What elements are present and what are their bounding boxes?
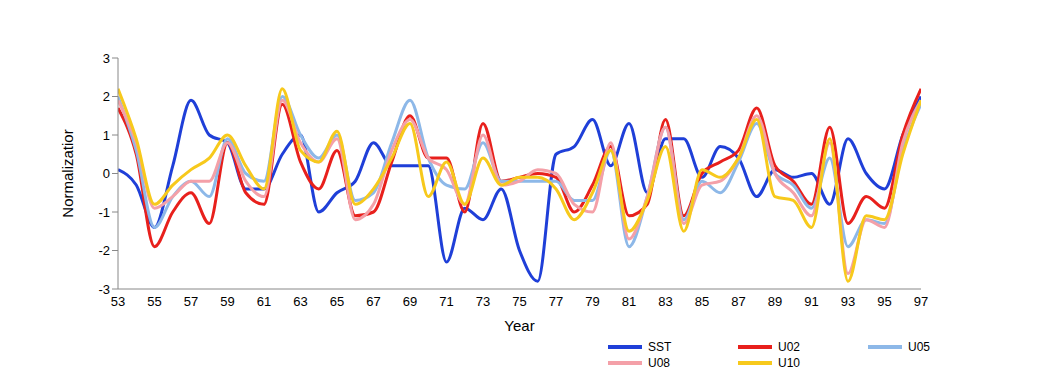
svg-text:61: 61: [257, 294, 271, 309]
svg-text:-1: -1: [98, 205, 110, 220]
svg-text:-3: -3: [98, 282, 110, 297]
svg-text:97: 97: [914, 294, 928, 309]
svg-text:83: 83: [658, 294, 672, 309]
svg-text:3: 3: [103, 51, 110, 66]
html-text:U10: U10: [778, 356, 800, 370]
svg-text:63: 63: [293, 294, 307, 309]
html-text:U02: U02: [778, 340, 800, 354]
svg-text:0: 0: [103, 166, 110, 181]
svg-text:91: 91: [804, 294, 818, 309]
svg-text:55: 55: [147, 294, 161, 309]
svg-text:71: 71: [439, 294, 453, 309]
svg-text:2: 2: [103, 89, 110, 104]
svg-text:85: 85: [695, 294, 709, 309]
svg-text:81: 81: [622, 294, 636, 309]
svg-text:67: 67: [366, 294, 380, 309]
svg-text:93: 93: [841, 294, 855, 309]
svg-text:1: 1: [103, 128, 110, 143]
svg-text:59: 59: [220, 294, 234, 309]
svg-text:87: 87: [731, 294, 745, 309]
svg-text:75: 75: [512, 294, 526, 309]
html-text:SST: SST: [648, 340, 672, 354]
svg-text:57: 57: [184, 294, 198, 309]
svg-text:Normalizatior: Normalizatior: [59, 129, 76, 217]
html-text:U05: U05: [908, 340, 930, 354]
svg-text:89: 89: [768, 294, 782, 309]
html-text:U08: U08: [648, 356, 670, 370]
svg-text:69: 69: [403, 294, 417, 309]
svg-text:79: 79: [585, 294, 599, 309]
svg-text:95: 95: [877, 294, 891, 309]
svg-text:73: 73: [476, 294, 490, 309]
svg-text:65: 65: [330, 294, 344, 309]
svg-text:77: 77: [549, 294, 563, 309]
svg-text:53: 53: [111, 294, 125, 309]
svg-text:Year: Year: [504, 317, 534, 334]
svg-text:-2: -2: [98, 243, 110, 258]
